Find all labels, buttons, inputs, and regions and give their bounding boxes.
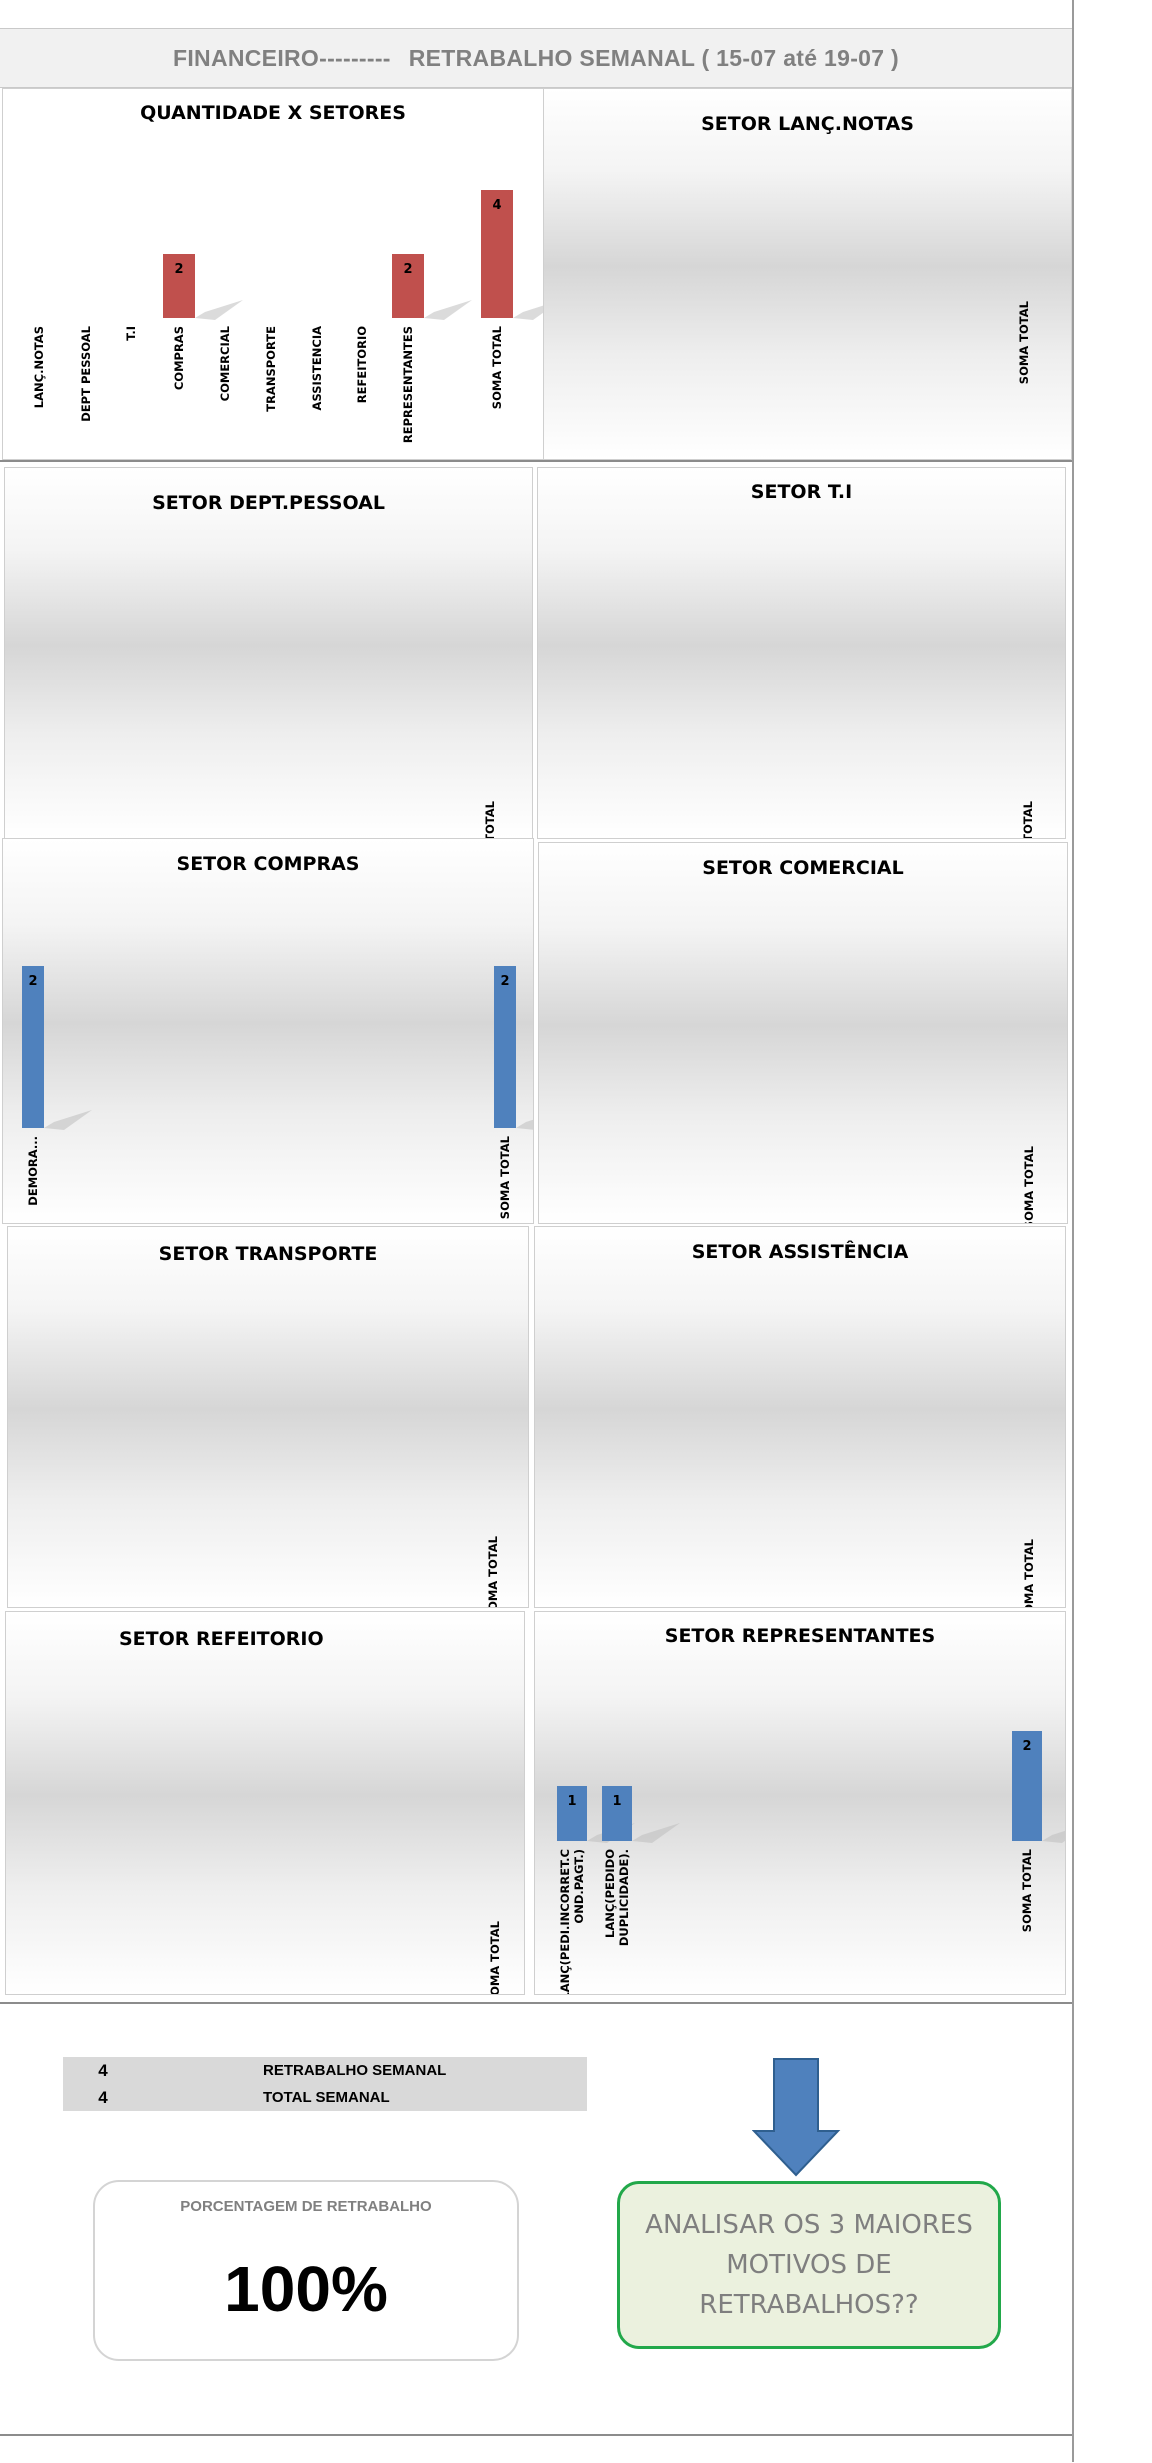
chart-setor-representantes[interactable]: 1 LANÇ(PEDI.INCORRET.COND.PAGT.) 1 LANÇ(PED… xyxy=(534,1611,1066,1995)
bar-lanc-pedi-incorret-cond-pagt[interactable] xyxy=(557,1786,587,1841)
chart-title: SETOR COMPRAS xyxy=(176,853,360,875)
chart-plot-area: SOMA TOTAL xyxy=(1021,800,1035,838)
summary-row: 4 RETRABALHO SEMANAL xyxy=(63,2057,587,2084)
bar-soma-total[interactable] xyxy=(481,190,513,318)
data-label: 2 xyxy=(1022,1739,1031,1754)
category-label-soma-total: SOMA TOTAL xyxy=(488,1920,502,1994)
category-label-soma-total: SOMA TOTAL xyxy=(1020,1848,1034,1932)
summary-value: 4 xyxy=(98,2087,108,2107)
chart-title: SETOR COMERCIAL xyxy=(702,857,904,879)
chart-setor-lanc-notas[interactable]: SOMA TOTAL SETOR LANÇ.NOTAS xyxy=(543,88,1072,460)
analysis-note[interactable]: ANALISAR OS 3 MAIORES MOTIVOS DE RETRABA… xyxy=(617,2181,1001,2349)
chart-quantidade-setores[interactable]: LANÇ.NOTAS DEPT PESSOAL T.I 2 COMPRAS COMERCI… xyxy=(2,88,544,460)
summary-value: 4 xyxy=(98,2060,108,2080)
category-label-refeitorio: REFEITORIO xyxy=(355,326,369,403)
chart-setor-assistencia[interactable]: SOMA TOTAL SETOR ASSISTÊNCIA xyxy=(534,1226,1066,1608)
summary-table: 4 RETRABALHO SEMANAL 4 TOTAL SEMANAL xyxy=(63,2057,587,2111)
bar-shadow xyxy=(632,1823,680,1843)
percentage-value: 100% xyxy=(224,2253,388,2325)
chart-plot-area: SOMA TOTAL xyxy=(483,800,497,838)
chart-title: QUANTIDADE X SETORES xyxy=(140,102,406,124)
chart-plot-area: 1 LANÇ(PEDI.INCORRET.COND.PAGT.) 1 LANÇ(PED… xyxy=(557,1731,1065,1994)
chart-plot-area: SOMA TOTAL xyxy=(1022,1538,1036,1607)
category-label-assistencia: ASSISTENCIA xyxy=(310,326,324,411)
report-header: FINANCEIRO--------- RETRABALHO SEMANAL (… xyxy=(0,28,1072,88)
summary-label: TOTAL SEMANAL xyxy=(263,2089,390,2106)
chart-title: SETOR LANÇ.NOTAS xyxy=(701,113,914,135)
chart-title: SETOR REFEITORIO xyxy=(119,1628,324,1650)
note-line: MOTIVOS DE xyxy=(726,2250,892,2280)
chart-title: SETOR DEPT.PESSOAL xyxy=(152,492,385,514)
data-label: 2 xyxy=(28,974,37,989)
bar-shadow xyxy=(513,305,543,320)
divider xyxy=(0,2002,1072,2004)
percentage-box[interactable]: PORCENTAGEM DE RETRABALHO 100% xyxy=(93,2180,519,2361)
category-label-soma-total: SOMA TOTAL xyxy=(1022,1538,1036,1607)
spreadsheet-sheet: FINANCEIRO--------- RETRABALHO SEMANAL (… xyxy=(0,0,1074,2462)
category-label-dept-pessoal: DEPT PESSOAL xyxy=(79,325,93,421)
chart-plot-area: SOMA TOTAL xyxy=(488,1920,502,1994)
category-label-representantes: REPRESENTANTES xyxy=(401,326,415,443)
chart-plot-area: SOMA TOTAL xyxy=(1022,1145,1036,1223)
bar-soma-total[interactable] xyxy=(494,966,516,1128)
chart-title: SETOR TRANSPORTE xyxy=(158,1243,378,1265)
category-label-soma-total: SOMA TOTAL xyxy=(1021,800,1035,838)
chart-title: SETOR ASSISTÊNCIA xyxy=(691,1241,909,1263)
chart-setor-transporte[interactable]: SOMA TOTAL SETOR TRANSPORTE xyxy=(7,1226,529,1608)
category-label-compras: COMPRAS xyxy=(172,326,186,390)
bar-lanc-pedido-duplicidade[interactable] xyxy=(602,1786,632,1841)
category-label-soma-total: SOMA TOTAL xyxy=(486,1535,500,1607)
bar-shadow xyxy=(1042,1830,1065,1843)
data-label: 2 xyxy=(403,262,412,277)
bar-compras[interactable] xyxy=(163,254,195,318)
data-label: 1 xyxy=(567,1794,576,1809)
data-label: 2 xyxy=(500,974,509,989)
chart-setor-comercial[interactable]: SOMA TOTAL SETOR COMERCIAL xyxy=(538,842,1068,1224)
divider xyxy=(0,2434,1072,2436)
chart-plot-area: LANÇ.NOTAS DEPT PESSOAL T.I 2 COMPRAS COMERCI… xyxy=(32,190,543,443)
category-label-soma-total: SOMA TOTAL xyxy=(483,800,497,838)
bar-demora[interactable] xyxy=(22,966,44,1128)
chart-setor-compras[interactable]: 2 DEMORA... 2 SOMA TOTAL SETOR COMPRAS xyxy=(2,838,534,1224)
bar-representantes[interactable] xyxy=(392,254,424,318)
category-label-soma-total: SOMA TOTAL xyxy=(1017,300,1031,384)
category-label-transporte: TRANSPORTE xyxy=(264,326,278,412)
chart-setor-dept-pessoal[interactable]: SOMA TOTAL SETOR DEPT.PESSOAL xyxy=(4,467,533,839)
data-label: 2 xyxy=(174,262,183,277)
bar-shadow xyxy=(44,1110,92,1130)
arrow-down-icon xyxy=(752,2058,841,2177)
chart-plot-area: SOMA TOTAL xyxy=(486,1535,500,1607)
category-label-comercial: COMERCIAL xyxy=(218,325,232,401)
bar-soma-total[interactable] xyxy=(1012,1731,1042,1841)
category-label-demora: DEMORA... xyxy=(26,1136,40,1206)
bar-shadow xyxy=(424,300,472,320)
data-label: 4 xyxy=(492,198,501,213)
data-label: 1 xyxy=(612,1794,621,1809)
bar-shadow xyxy=(195,300,243,320)
category-label-soma-total: SOMA TOTAL xyxy=(490,325,504,409)
chart-setor-refeitorio[interactable]: SOMA TOTAL SETOR REFEITORIO xyxy=(5,1611,525,1995)
chart-plot-area: SOMA TOTAL xyxy=(1017,300,1031,384)
header-department: FINANCEIRO--------- xyxy=(173,44,391,71)
category-label-soma-total: SOMA TOTAL xyxy=(1022,1145,1036,1223)
category-label-lanc-pedi-incorret-cond-pagt: LANÇ(PEDI.INCORRET.COND.PAGT.) xyxy=(558,1849,586,1994)
chart-title: SETOR REPRESENTANTES xyxy=(664,1625,936,1647)
header-report-title: RETRABALHO SEMANAL ( 15-07 até 19-07 ) xyxy=(408,44,899,71)
chart-plot-area: 2 DEMORA... 2 SOMA TOTAL xyxy=(22,966,533,1219)
percentage-caption: PORCENTAGEM DE RETRABALHO xyxy=(180,2198,432,2215)
category-label-t-i: T.I xyxy=(124,326,138,341)
chart-title: SETOR T.I xyxy=(750,481,853,503)
category-label-soma-total: SOMA TOTAL xyxy=(498,1135,512,1219)
chart-setor-ti[interactable]: SOMA TOTAL SETOR T.I xyxy=(537,467,1066,839)
note-line: RETRABALHOS?? xyxy=(699,2290,919,2320)
summary-row: 4 TOTAL SEMANAL xyxy=(63,2084,587,2111)
summary-label: RETRABALHO SEMANAL xyxy=(263,2062,447,2079)
category-label-lanc-pedido-duplicidade: LANÇ(PEDIDODUPLICIDADE). xyxy=(603,1849,631,1946)
note-line: ANALISAR OS 3 MAIORES xyxy=(645,2210,973,2240)
bar-shadow xyxy=(516,1119,533,1130)
category-label-lanc-notas: LANÇ.NOTAS xyxy=(32,326,46,408)
divider xyxy=(0,460,1072,462)
